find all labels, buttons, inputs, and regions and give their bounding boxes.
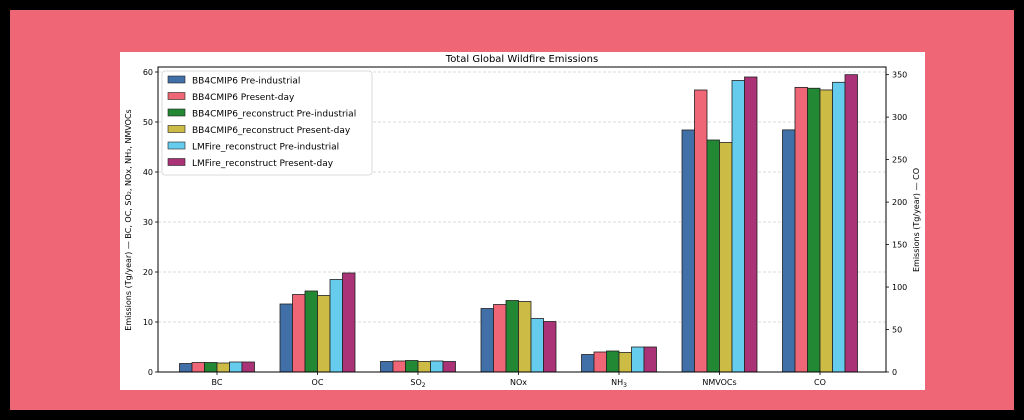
bar: [342, 272, 356, 373]
bar: [807, 87, 821, 373]
bar: [530, 318, 544, 373]
bar: [417, 361, 431, 373]
legend-label: BB4CMIP6 Pre-industrial: [192, 77, 300, 87]
bar: [832, 81, 846, 373]
y-right-tick-label: 0: [892, 368, 897, 377]
bar: [518, 301, 532, 373]
bar: [304, 290, 318, 373]
bar: [279, 303, 293, 373]
bar: [317, 295, 331, 373]
x-tick-label: SO2: [410, 378, 425, 389]
bar: [380, 361, 394, 373]
y-axis-right-label: Emissions (Tg/year) — CO: [912, 168, 921, 272]
bar: [744, 76, 758, 373]
bar: [179, 363, 193, 373]
y-left-tick-label: 30: [143, 218, 153, 227]
bar: [694, 89, 708, 373]
legend-swatch: [167, 141, 186, 150]
chart-title: Total Global Wildfire Emissions: [445, 54, 598, 65]
y-right-tick-label: 350: [892, 71, 907, 80]
legend-label: BB4CMIP6_reconstruct Pre-industrial: [192, 110, 356, 120]
legend-swatch: [167, 158, 186, 166]
bar: [593, 351, 607, 373]
bar: [505, 300, 519, 373]
bar: [405, 360, 419, 373]
y-right-tick-label: 100: [892, 283, 907, 292]
bar: [794, 86, 808, 373]
y-right-tick-label: 200: [892, 198, 907, 207]
bar: [606, 350, 620, 373]
legend-label: BB4CMIP6_reconstruct Present-day: [192, 126, 351, 136]
legend-label: LMFire_reconstruct Present-day: [192, 159, 334, 169]
y-right-tick-label: 150: [892, 241, 907, 250]
bar: [782, 129, 796, 373]
x-tick-label: NMVOCs: [702, 378, 736, 387]
y-left-tick-label: 20: [143, 268, 153, 277]
bar: [216, 362, 230, 373]
legend: BB4CMIP6 Pre-industrial BB4CMIP6 Present-…: [161, 70, 373, 176]
chart-figure: 0 10 20 30 40 50 60 0 50 100 150 200 250 300 350 BC OC SO…: [120, 52, 925, 390]
y-right-tick-label: 250: [892, 156, 907, 165]
bar: [493, 304, 507, 373]
x-tick-label-subscript: 2: [422, 382, 426, 389]
x-tick-label: NOx: [510, 378, 527, 387]
bar: [229, 361, 243, 373]
legend-box: [161, 70, 373, 176]
bars: [179, 74, 858, 373]
y-left-tick-label: 0: [148, 368, 153, 377]
bar: [719, 142, 733, 373]
y-left-tick-label: 10: [143, 318, 153, 327]
x-tick-label-subscript: 3: [623, 382, 627, 389]
bar: [329, 279, 343, 373]
bar-chart: 0 10 20 30 40 50 60 0 50 100 150 200 250 300 350 BC OC SO…: [124, 54, 921, 389]
x-tick-label: BC: [212, 378, 223, 387]
legend-swatch: [167, 125, 186, 133]
x-tick-label: OC: [312, 378, 324, 387]
bar: [430, 360, 444, 373]
y-left-tick-label: 50: [143, 118, 153, 127]
bar: [241, 361, 255, 373]
legend-label: LMFire_reconstruct Pre-industrial: [192, 143, 339, 153]
bar: [706, 139, 720, 373]
bar: [819, 89, 833, 373]
bar: [480, 308, 494, 373]
bar: [581, 354, 595, 373]
bar: [191, 362, 205, 373]
bar: [292, 294, 306, 373]
y-left-tick-label: 60: [143, 68, 153, 77]
bar: [204, 362, 218, 373]
legend-swatch: [167, 108, 186, 117]
y-right-tick-label: 50: [892, 326, 902, 335]
x-tick-label: CO: [814, 378, 826, 387]
bar: [631, 346, 645, 373]
x-tick-label: NH3: [611, 378, 627, 389]
bar: [543, 321, 557, 373]
plot-area-frame: [157, 66, 887, 373]
bar: [442, 361, 456, 373]
bar: [392, 360, 406, 373]
y-axis-left-label: Emissions (Tg/year) — BC, OC, SO₂, NOx, …: [124, 109, 133, 330]
legend-label: BB4CMIP6 Present-day: [192, 93, 295, 103]
page-frame: 0 10 20 30 40 50 60 0 50 100 150 200 250 300 350 BC OC SO…: [10, 10, 1014, 410]
bar: [618, 352, 632, 373]
legend-swatch: [167, 92, 186, 100]
y-right-tick-label: 300: [892, 113, 907, 122]
axes: 0 10 20 30 40 50 60 0 50 100 150 200 250 300 350 BC OC SO…: [143, 68, 907, 389]
bar: [844, 74, 858, 373]
bar: [681, 129, 695, 373]
y-left-tick-label: 40: [143, 168, 153, 177]
bar: [643, 346, 657, 373]
legend-swatch: [167, 75, 186, 84]
bar: [731, 80, 745, 373]
